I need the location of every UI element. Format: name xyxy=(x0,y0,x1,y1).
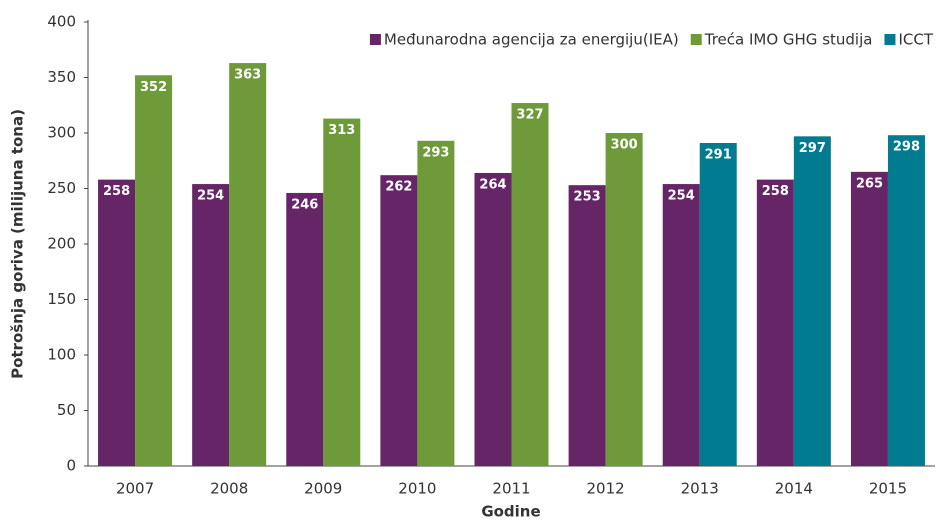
x-tick-label: 2010 xyxy=(398,480,436,498)
x-tick-label: 2015 xyxy=(869,480,907,498)
y-tick-label: 150 xyxy=(47,290,76,308)
bar xyxy=(135,75,173,466)
data-label: 262 xyxy=(385,180,412,195)
data-label: 352 xyxy=(140,80,167,95)
x-tick-label: 2007 xyxy=(116,480,154,498)
data-label: 300 xyxy=(611,138,638,153)
y-tick-label: 50 xyxy=(57,401,76,419)
bar xyxy=(286,192,324,466)
bar xyxy=(417,140,455,466)
legend-label: Međunarodna agencija za energiju(IEA) xyxy=(384,31,679,49)
legend-label: Treća IMO GHG studija xyxy=(704,31,873,49)
legend-label: ICCT xyxy=(898,31,933,49)
x-tick-label: 2012 xyxy=(587,480,625,498)
bar xyxy=(850,171,888,466)
data-label: 265 xyxy=(856,176,883,191)
bar xyxy=(756,179,794,466)
x-tick-label: 2009 xyxy=(304,480,342,498)
y-tick-label: 100 xyxy=(47,346,76,364)
data-label: 254 xyxy=(668,189,695,204)
y-axis-title: Potrošnja goriva (milijuna tona) xyxy=(9,109,27,379)
data-label: 313 xyxy=(328,123,355,138)
data-label: 293 xyxy=(422,145,449,160)
data-label: 253 xyxy=(574,190,601,205)
data-label: 363 xyxy=(234,68,261,83)
data-label: 258 xyxy=(762,184,789,199)
bar xyxy=(98,179,136,466)
bar xyxy=(323,118,361,466)
bar xyxy=(192,184,230,466)
x-tick-label: 2011 xyxy=(492,480,530,498)
bar xyxy=(229,63,267,466)
bar xyxy=(793,136,831,466)
y-tick-label: 250 xyxy=(47,179,76,197)
data-label: 264 xyxy=(479,177,506,192)
y-tick-label: 0 xyxy=(66,457,76,475)
bar xyxy=(474,172,512,466)
x-tick-label: 2013 xyxy=(681,480,719,498)
x-axis-title: Godine xyxy=(481,503,540,521)
legend-swatch xyxy=(369,34,381,45)
bar xyxy=(699,142,737,467)
x-tick-label: 2014 xyxy=(775,480,813,498)
y-tick-label: 300 xyxy=(47,124,76,142)
data-label: 297 xyxy=(799,141,826,156)
x-tick-label: 2008 xyxy=(210,480,248,498)
data-label: 291 xyxy=(705,147,732,162)
y-tick-label: 400 xyxy=(47,13,76,31)
bar xyxy=(511,103,549,466)
data-label: 298 xyxy=(893,140,920,155)
bar xyxy=(887,135,925,466)
data-label: 258 xyxy=(103,184,130,199)
legend-swatch xyxy=(690,34,702,45)
data-label: 327 xyxy=(516,108,543,123)
y-tick-label: 200 xyxy=(47,235,76,253)
legend-swatch xyxy=(884,34,896,45)
data-label: 246 xyxy=(291,197,318,212)
bar xyxy=(380,175,418,466)
bar xyxy=(662,184,700,466)
data-label: 254 xyxy=(197,189,224,204)
bar xyxy=(605,133,643,466)
y-tick-label: 350 xyxy=(47,68,76,86)
bar xyxy=(568,185,606,467)
